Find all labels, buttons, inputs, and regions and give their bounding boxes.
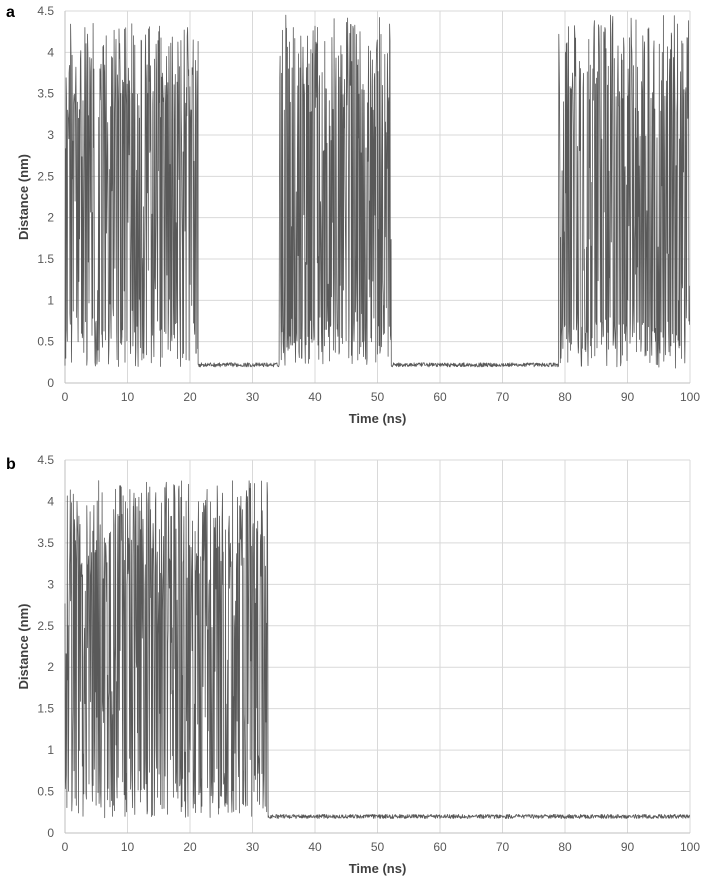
y-tick-label: 2 [47,211,54,225]
x-tick-label: 40 [308,390,322,404]
x-tick-label: 10 [121,840,135,854]
y-tick-label: 0.5 [37,785,54,799]
y-tick-label: 2.5 [37,619,54,633]
x-tick-label: 30 [246,390,260,404]
x-tick-label: 0 [62,390,69,404]
x-tick-label: 20 [183,840,197,854]
y-tick-label: 3.5 [37,87,54,101]
y-tick-label: 4.5 [37,453,54,467]
line-chart-b: 0 0.5 1 1.5 2 2.5 3 3.5 4 4.5 0 10 20 30 40 50 60 70 80 90 1… [16,453,700,876]
x-tick-label: 100 [680,390,700,404]
x-tick-label: 90 [621,390,635,404]
x-tick-label: 80 [558,390,572,404]
x-axis-title: Time (ns) [349,861,407,876]
y-tick-label: 1 [47,743,54,757]
y-tick-label: 3 [47,577,54,591]
line-chart-a: 0 0.5 1 1.5 2 2.5 3 3.5 4 4.5 0 10 20 30 40 50 60 70 80 90 1… [16,4,700,426]
x-tick-label: 90 [621,840,635,854]
y-tick-label: 0 [47,376,54,390]
y-tick-label: 3.5 [37,536,54,550]
x-tick-label: 50 [371,840,385,854]
x-tick-label: 40 [308,840,322,854]
chart-panel-b: b 0 0.5 1 1.5 2 2.5 3 3.5 4 4.5 0 10 20 30 40 50 60 70 80 9… [0,442,708,885]
x-tick-label: 60 [433,840,447,854]
y-tick-label: 2 [47,660,54,674]
distance-series-line [64,480,690,819]
x-tick-label: 20 [183,390,197,404]
y-axis-title: Distance (nm) [16,154,31,240]
x-tick-label: 80 [558,840,572,854]
panel-label-b: b [6,456,16,473]
y-axis-title: Distance (nm) [16,604,31,690]
x-tick-label: 50 [371,390,385,404]
y-tick-label: 4 [47,45,54,59]
y-tick-label: 4 [47,494,54,508]
y-tick-label: 4.5 [37,4,54,18]
chart-panel-a: a 0 0.5 1 1.5 2 2.5 3 3.5 4 4.5 0 10 20 30 40 50 60 70 80 9… [0,0,708,442]
x-tick-label: 10 [121,390,135,404]
x-axis-title: Time (ns) [349,411,407,426]
y-tick-label: 0 [47,826,54,840]
y-tick-label: 3 [47,128,54,142]
x-tick-label: 30 [246,840,260,854]
x-tick-label: 70 [496,840,510,854]
y-tick-label: 2.5 [37,169,54,183]
panel-label-a: a [6,4,15,21]
y-tick-label: 1 [47,293,54,307]
distance-series-line [64,14,690,369]
x-tick-label: 70 [496,390,510,404]
x-tick-label: 100 [680,840,700,854]
y-tick-label: 1.5 [37,702,54,716]
y-tick-label: 0.5 [37,335,54,349]
x-tick-label: 0 [62,840,69,854]
y-tick-label: 1.5 [37,252,54,266]
x-tick-label: 60 [433,390,447,404]
